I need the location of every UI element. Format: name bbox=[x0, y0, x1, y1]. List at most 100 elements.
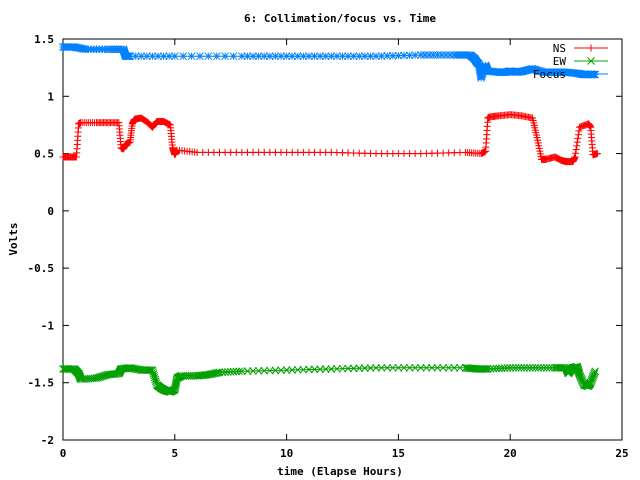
data-point bbox=[92, 374, 101, 382]
x-tick-label: 20 bbox=[504, 447, 517, 460]
data-point bbox=[310, 365, 319, 374]
data-point bbox=[525, 363, 534, 372]
data-point bbox=[305, 365, 313, 374]
data-point bbox=[572, 146, 580, 154]
x-tick-label: 10 bbox=[280, 447, 293, 460]
data-point bbox=[333, 364, 341, 373]
data-point bbox=[254, 366, 263, 375]
data-point bbox=[439, 363, 447, 372]
data-point bbox=[90, 374, 99, 383]
data-point bbox=[539, 363, 548, 372]
data-point bbox=[577, 374, 586, 383]
data-point bbox=[299, 52, 308, 61]
data-point bbox=[179, 52, 188, 61]
data-point bbox=[411, 363, 420, 372]
data-point bbox=[282, 52, 291, 61]
data-point bbox=[416, 363, 425, 372]
data-point bbox=[249, 367, 257, 375]
data-point bbox=[574, 367, 583, 376]
data-point bbox=[573, 138, 581, 146]
data-point bbox=[573, 142, 581, 150]
data-point bbox=[574, 134, 582, 142]
data-point bbox=[534, 363, 543, 372]
x-axis-label: time (Elapse Hours) bbox=[277, 465, 403, 478]
y-tick-label: 0 bbox=[47, 205, 54, 218]
data-point bbox=[243, 367, 252, 375]
data-point bbox=[271, 366, 280, 375]
data-point bbox=[523, 363, 531, 372]
data-point bbox=[235, 367, 243, 376]
data-point bbox=[383, 363, 392, 372]
data-point bbox=[576, 372, 584, 380]
data-point bbox=[95, 373, 104, 382]
data-point bbox=[372, 363, 380, 372]
series-focus bbox=[59, 43, 600, 82]
data-point bbox=[450, 363, 459, 372]
data-point bbox=[355, 364, 364, 373]
data-point bbox=[361, 364, 369, 372]
data-point bbox=[531, 363, 540, 372]
data-point bbox=[327, 52, 336, 61]
x-tick-label: 0 bbox=[60, 447, 67, 460]
y-axis-label: Volts bbox=[7, 222, 20, 255]
axis-ticks: 0 5 10 15 20 25 -2 -1.5 -1 -0.5 0 0.5 1 1.5 bbox=[28, 33, 629, 460]
data-point bbox=[282, 366, 291, 374]
data-point bbox=[574, 131, 582, 139]
data-point bbox=[344, 364, 352, 373]
data-point bbox=[514, 363, 523, 372]
data-point bbox=[265, 366, 274, 375]
data-point bbox=[183, 371, 192, 380]
y-tick-label: 1.5 bbox=[34, 33, 54, 46]
data-point bbox=[316, 365, 324, 374]
x-tick-label: 25 bbox=[615, 447, 628, 460]
data-point bbox=[185, 371, 194, 380]
data-point bbox=[388, 363, 397, 372]
data-point bbox=[177, 371, 186, 380]
data-point bbox=[444, 363, 453, 372]
data-point bbox=[243, 52, 252, 61]
data-point bbox=[99, 372, 108, 380]
series-ns bbox=[59, 111, 601, 166]
data-point bbox=[377, 363, 386, 372]
data-point bbox=[571, 153, 579, 161]
data-point bbox=[411, 51, 420, 60]
data-point bbox=[98, 372, 106, 381]
data-point bbox=[542, 363, 551, 372]
data-point bbox=[537, 363, 545, 372]
data-point bbox=[361, 52, 369, 61]
data-point bbox=[590, 368, 599, 377]
plot-frame bbox=[62, 38, 623, 441]
legend-label-ns: NS bbox=[553, 42, 566, 55]
data-point bbox=[587, 70, 595, 78]
data-point bbox=[212, 52, 221, 61]
data-point bbox=[288, 52, 297, 61]
series-ew bbox=[59, 362, 600, 396]
y-tick-label: -1.5 bbox=[28, 377, 55, 390]
chart-title: 6: Collimation/focus vs. Time bbox=[244, 12, 436, 25]
data-point bbox=[338, 52, 347, 61]
series-layer bbox=[59, 43, 601, 396]
data-point bbox=[238, 367, 246, 376]
data-point bbox=[181, 371, 190, 380]
data-point bbox=[587, 44, 595, 52]
data-point bbox=[572, 149, 580, 157]
y-tick-label: -1 bbox=[41, 319, 55, 332]
y-tick-label: 1 bbox=[47, 90, 54, 103]
data-point bbox=[394, 363, 403, 372]
data-point bbox=[187, 52, 196, 61]
data-point bbox=[506, 363, 515, 372]
data-point bbox=[260, 52, 269, 61]
data-point bbox=[481, 365, 489, 373]
data-point bbox=[349, 364, 358, 373]
data-point bbox=[327, 365, 336, 373]
data-point bbox=[433, 363, 442, 372]
y-tick-label: -0.5 bbox=[28, 262, 55, 275]
data-point bbox=[587, 57, 595, 65]
data-point bbox=[422, 363, 431, 372]
x-tick-label: 15 bbox=[392, 447, 405, 460]
data-point bbox=[545, 363, 554, 372]
data-point bbox=[528, 363, 537, 372]
data-point bbox=[126, 52, 134, 61]
data-point bbox=[575, 370, 584, 379]
